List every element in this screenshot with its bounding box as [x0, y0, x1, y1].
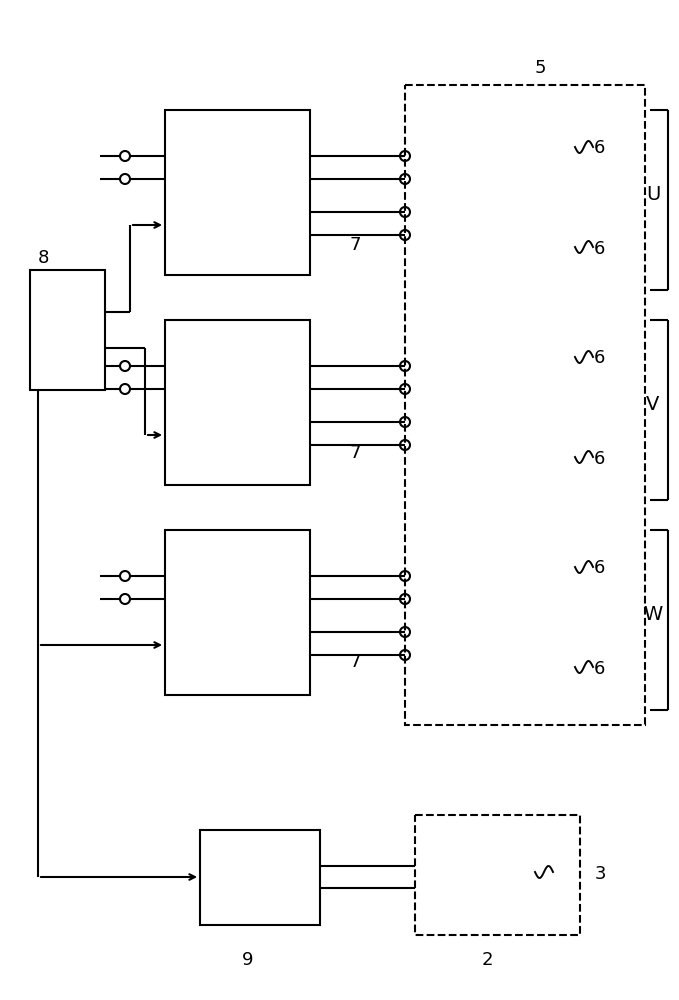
Text: 7: 7 — [349, 653, 361, 671]
Text: 8: 8 — [37, 249, 49, 267]
Bar — [470, 530, 575, 610]
Text: 7: 7 — [349, 236, 361, 254]
Text: 5: 5 — [534, 59, 546, 77]
Bar — [470, 420, 575, 500]
Text: 6: 6 — [593, 240, 605, 258]
Bar — [405, 85, 645, 725]
Text: 9: 9 — [242, 951, 254, 969]
Bar — [165, 110, 310, 275]
Text: 6: 6 — [593, 559, 605, 577]
Text: V: V — [646, 395, 660, 414]
Bar — [165, 530, 310, 695]
Text: 6: 6 — [593, 450, 605, 468]
Text: U: U — [646, 186, 660, 205]
Bar — [470, 110, 575, 190]
Text: 2: 2 — [481, 951, 493, 969]
Text: 6: 6 — [593, 660, 605, 678]
Bar — [415, 815, 580, 935]
Bar — [200, 830, 320, 925]
Bar — [470, 630, 575, 710]
Text: 6: 6 — [593, 349, 605, 367]
Bar — [165, 320, 310, 485]
Text: 7: 7 — [349, 444, 361, 462]
Bar — [470, 320, 575, 400]
Bar — [470, 210, 575, 290]
Text: 3: 3 — [594, 865, 606, 883]
Bar — [30, 270, 105, 390]
Text: 6: 6 — [593, 139, 605, 157]
Bar — [430, 835, 535, 915]
Text: W: W — [644, 604, 663, 624]
